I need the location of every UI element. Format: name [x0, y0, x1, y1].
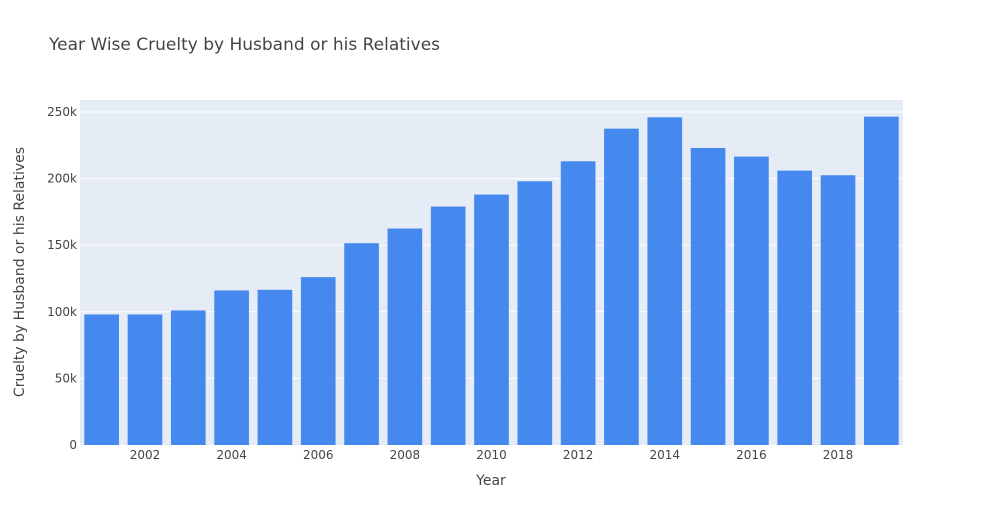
bar-2013 [604, 128, 639, 446]
x-tick-label: 2014 [649, 448, 680, 462]
y-tick-label: 150k [47, 238, 77, 252]
bar-2002 [127, 314, 163, 445]
x-tick-label: 2004 [216, 448, 247, 462]
bar-2012 [560, 161, 596, 446]
bar-2007 [344, 243, 379, 445]
bar-2016 [734, 156, 769, 445]
bar-2011 [517, 181, 553, 445]
y-tick-label: 100k [47, 305, 77, 319]
bar-2015 [690, 147, 726, 445]
bar-2014 [647, 117, 683, 446]
x-axis-title: Year [475, 473, 506, 489]
bar-2018 [820, 175, 856, 445]
bar-2003 [170, 310, 206, 445]
y-tick-label: 250k [47, 105, 77, 119]
bar-2006 [300, 277, 336, 445]
bar-2009 [430, 206, 466, 445]
bar-2008 [387, 228, 423, 445]
y-tick-label: 0 [69, 438, 77, 452]
x-tick-label: 2016 [736, 448, 767, 462]
x-tick-label: 2002 [130, 448, 161, 462]
bars [84, 116, 899, 446]
bar-2001 [84, 314, 119, 445]
x-tick-label: 2008 [390, 448, 421, 462]
bar-2019 [864, 116, 899, 446]
chart-title: Year Wise Cruelty by Husband or his Rela… [48, 35, 440, 55]
y-tick-label: 50k [55, 371, 77, 385]
bar-2010 [474, 194, 509, 445]
y-axis-title: Cruelty by Husband or his Relatives [12, 147, 28, 397]
bar-2017 [777, 170, 813, 445]
x-tick-label: 2018 [823, 448, 854, 462]
bar-2005 [257, 289, 293, 445]
y-axis-ticks: 0 50k 100k 150k 200k 250k [47, 105, 77, 452]
x-axis-ticks: 2002 2004 2006 2008 2010 2012 2014 2016 2018 [130, 448, 854, 462]
y-tick-label: 200k [47, 172, 77, 186]
bar-2004 [214, 290, 249, 445]
x-tick-label: 2010 [476, 448, 507, 462]
x-tick-label: 2012 [563, 448, 594, 462]
x-tick-label: 2006 [303, 448, 334, 462]
